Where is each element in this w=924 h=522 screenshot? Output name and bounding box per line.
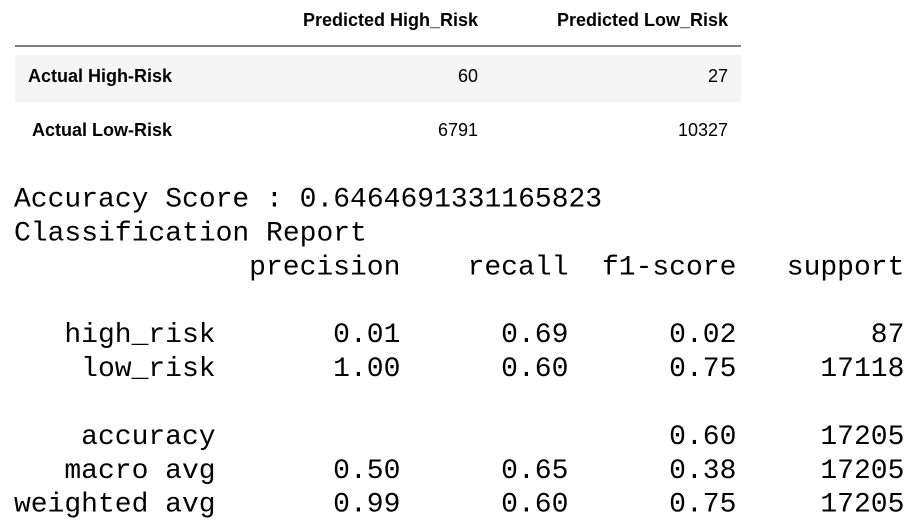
column-header: Predicted High_Risk <box>303 10 479 30</box>
report-cell: 17205 <box>820 456 904 487</box>
report-label: low_risk <box>81 354 215 385</box>
report-column: support <box>787 252 905 283</box>
report-label: macro avg <box>64 456 215 487</box>
report-cell: 17205 <box>820 422 904 453</box>
accuracy-line: Accuracy Score : 0.6464691331165823 <box>14 184 602 215</box>
report-label: accuracy <box>81 422 215 453</box>
report-cell: 0.99 <box>333 490 400 521</box>
report-column: recall <box>468 252 569 283</box>
report-cell: 0.01 <box>333 320 400 351</box>
cell: 60 <box>458 66 478 86</box>
column-header: Predicted Low_Risk <box>557 10 729 30</box>
row-index: Actual High-Risk <box>28 66 173 86</box>
report-label: weighted avg <box>14 490 216 521</box>
report-column: f1-score <box>602 252 736 283</box>
cell: 6791 <box>438 120 478 140</box>
report-cell: 0.38 <box>669 456 736 487</box>
report-cell: 1.00 <box>333 354 400 385</box>
report-cell: 0.65 <box>501 456 568 487</box>
cell: 10327 <box>678 120 728 140</box>
report-cell: 0.75 <box>669 490 736 521</box>
report-cell: 87 <box>871 320 905 351</box>
report-cell: 0.75 <box>669 354 736 385</box>
report-cell: 0.60 <box>669 422 736 453</box>
report-cell: 0.69 <box>501 320 568 351</box>
report-column: precision <box>249 252 400 283</box>
row-stripe <box>15 55 741 102</box>
report-cell: 0.60 <box>501 490 568 521</box>
report-label: high_risk <box>64 320 215 351</box>
report-cell: 17118 <box>820 354 904 385</box>
row-index: Actual Low-Risk <box>32 120 173 140</box>
report-title: Classification Report <box>14 218 367 249</box>
report-cell: 17205 <box>820 490 904 521</box>
report-cell: 0.02 <box>669 320 736 351</box>
cell: 27 <box>708 66 728 86</box>
report-cell: 0.60 <box>501 354 568 385</box>
report-cell: 0.50 <box>333 456 400 487</box>
